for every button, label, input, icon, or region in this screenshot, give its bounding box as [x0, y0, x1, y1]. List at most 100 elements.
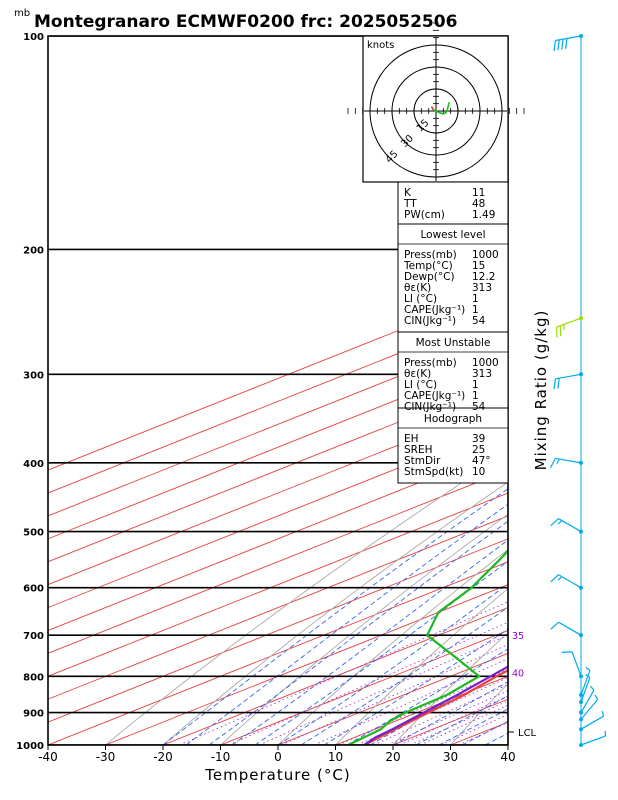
- pressure-tick-600: 600: [23, 584, 44, 595]
- hodograph-stats-row-key: EH: [404, 433, 419, 445]
- most-unstable-row-value: 1: [472, 379, 479, 391]
- mixing-ratio-labels: 35 40: [512, 631, 524, 679]
- isotherm-line: [507, 744, 508, 745]
- hodograph-stats-row-key: StmSpd(kt): [404, 466, 463, 478]
- isotherm-line: [48, 400, 508, 586]
- wind-barb-flag: [550, 458, 556, 468]
- wind-barb-flag: [550, 518, 559, 527]
- hodograph-stats-row-value: 10: [472, 466, 485, 478]
- wind-barb-flag: [561, 39, 564, 50]
- hodograph-segment: [446, 102, 450, 109]
- wind-barb-flag: [553, 40, 556, 51]
- dry-adiabat: [277, 549, 508, 745]
- pressure-tick-300: 300: [23, 370, 44, 381]
- mixing-ratio-line: [258, 634, 508, 745]
- wind-barb-staff: [558, 621, 582, 636]
- unit-label-mb: mb: [14, 8, 30, 19]
- lowest-level-row-value: 1: [472, 304, 479, 316]
- pressure-tick-900: 900: [23, 709, 44, 720]
- wind-barb-flag: [553, 378, 556, 390]
- right-axis-label: Mixing Ratio (g/kg): [532, 310, 550, 471]
- wind-barb-half-flag: [601, 710, 605, 717]
- temperature-tick-10: 10: [328, 750, 343, 764]
- moist-adiabat: [300, 606, 508, 745]
- wind-barb-staff: [558, 574, 582, 589]
- temperature-tick--20: -20: [153, 750, 173, 764]
- isotherm-line: [48, 538, 508, 723]
- hodograph-segment: [445, 107, 449, 113]
- hodograph-unit-label: knots: [367, 40, 394, 51]
- mixing-ratio-label-40: 40: [512, 668, 524, 679]
- temperature-tick--30: -30: [96, 750, 116, 764]
- wind-barb-half-flag: [594, 694, 599, 700]
- index-row-value: 1.49: [472, 209, 495, 221]
- lowest-level-row-value: 1: [472, 293, 479, 305]
- wind-barb-flag: [550, 621, 559, 630]
- hodograph-stats-row-value: 39: [472, 433, 485, 445]
- hodograph-segment: [438, 111, 444, 115]
- most-unstable-header: Most Unstable: [416, 337, 491, 349]
- hodograph-segment: [430, 106, 434, 110]
- wind-barb-column: [550, 34, 607, 747]
- moist-adiabat: [507, 744, 508, 745]
- wind-barb-staff: [580, 715, 604, 730]
- wind-barb-staff: [555, 373, 582, 380]
- wind-barb-staff: [558, 518, 582, 533]
- profile-parcel: [363, 665, 508, 745]
- dry-adiabat: [566, 36, 618, 745]
- temperature-tick-0: 0: [274, 750, 282, 764]
- isotherm-line: [48, 423, 508, 609]
- most-unstable-row-value: 1: [472, 390, 479, 402]
- most-unstable-row-key: Press(mb): [404, 357, 457, 369]
- pressure-tick-100: 100: [23, 32, 44, 43]
- lowest-level-row-key: LI (°C): [404, 293, 437, 305]
- lowest-level-row-key: Dewp(°C): [404, 271, 455, 283]
- background-lines: [48, 36, 618, 745]
- isotherm-line: [48, 492, 508, 677]
- lowest-level-row-value: 12.2: [472, 271, 495, 283]
- temperature-tick-20: 20: [385, 750, 400, 764]
- lowest-level-row-key: CAPE(Jkg⁻¹): [404, 304, 465, 316]
- dry-adiabat: [392, 632, 508, 745]
- pressure-tick-labels: 1000 900 800 700 600 500 400 300 200 100: [16, 32, 44, 752]
- hodograph-stats-row-value: 25: [472, 444, 485, 456]
- most-unstable-row-value: 1000: [472, 357, 499, 369]
- wind-barb-half-flag: [590, 685, 595, 691]
- pressure-tick-200: 200: [23, 245, 44, 256]
- mixing-ratio-label-35: 35: [512, 631, 524, 642]
- isotherm-line: [48, 561, 508, 745]
- wind-barb-staff: [580, 677, 591, 703]
- x-axis-label: Temperature (°C): [204, 766, 350, 784]
- dry-adiabat: [450, 683, 508, 745]
- index-row-value: 48: [472, 198, 485, 210]
- lowest-level-row-key: Temp(°C): [403, 260, 453, 272]
- index-row-value: 11: [472, 187, 485, 199]
- most-unstable-row-key: CAPE(Jkg⁻¹): [404, 390, 465, 402]
- wind-barb-flag: [557, 378, 560, 389]
- most-unstable-row-key: θε(K): [404, 368, 431, 380]
- wind-barb-staff: [571, 651, 582, 677]
- dry-adiabat: [105, 451, 508, 745]
- mixing-ratio-line: [420, 704, 508, 745]
- index-row-key: PW(cm): [404, 209, 445, 221]
- sounding-profiles: [347, 549, 508, 745]
- index-row-key: K: [404, 187, 412, 199]
- hodograph-segment: [432, 108, 437, 112]
- wind-barb-half-flag: [556, 458, 560, 464]
- isotherm-line: [105, 584, 508, 745]
- wind-barb-staff: [580, 670, 591, 696]
- pressure-tick-1000: 1000: [16, 741, 44, 752]
- lowest-level-row-value: 15: [472, 260, 485, 272]
- moist-adiabat: [323, 628, 508, 745]
- temperature-tick-40: 40: [500, 750, 515, 764]
- wind-barb-staff: [580, 699, 599, 720]
- hodograph-segment: [435, 110, 440, 114]
- lcl-label: LCL: [518, 728, 537, 739]
- isotherm-line: [48, 332, 508, 517]
- dry-adiabat: [507, 744, 508, 745]
- hodograph-stats-row-value: 47°: [472, 455, 491, 467]
- wind-barb-half-flag: [585, 666, 591, 672]
- dry-adiabat: [335, 588, 508, 745]
